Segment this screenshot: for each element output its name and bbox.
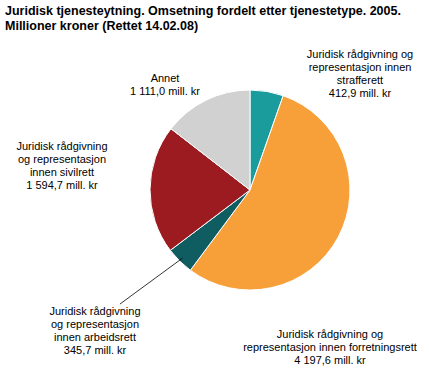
data-label: 412,9 mill. kr	[329, 87, 392, 99]
title: Millioner kroner (Rettet 14.02.08)	[5, 19, 198, 33]
slice-label: innen arbeidsrett	[54, 331, 136, 343]
data-label: 345,7 mill. kr	[64, 344, 127, 356]
data-label: 1 111,0 mill. kr	[130, 85, 200, 97]
slice-label: strafferett	[337, 74, 383, 86]
slice-label: Juridisk rådgivning	[16, 140, 107, 152]
leader-line	[120, 258, 182, 304]
slice-label: Juridisk rådgivning og	[277, 328, 383, 340]
slice-label: innen sivilrett	[30, 166, 94, 178]
slice-label: og representasjon	[51, 318, 139, 330]
slice	[171, 90, 250, 190]
slice-label: representasjon innen forretningsrett	[243, 341, 417, 353]
slice-label: Juridisk rådgivning	[49, 305, 140, 317]
data-label: 1 594,7 mill. kr	[26, 179, 98, 191]
slice-label: og representasjon	[18, 153, 106, 165]
chart: Juridisk tjenesteytning. Omsetning forde…	[0, 0, 429, 388]
slice-label: representasjon innen	[309, 61, 412, 73]
slice-label: Annet	[151, 72, 180, 84]
slice-label: Juridisk rådgivning og	[307, 48, 413, 60]
data-label: 4 197,6 mill. kr	[294, 354, 366, 366]
title: Juridisk tjenesteytning. Omsetning forde…	[5, 4, 401, 18]
